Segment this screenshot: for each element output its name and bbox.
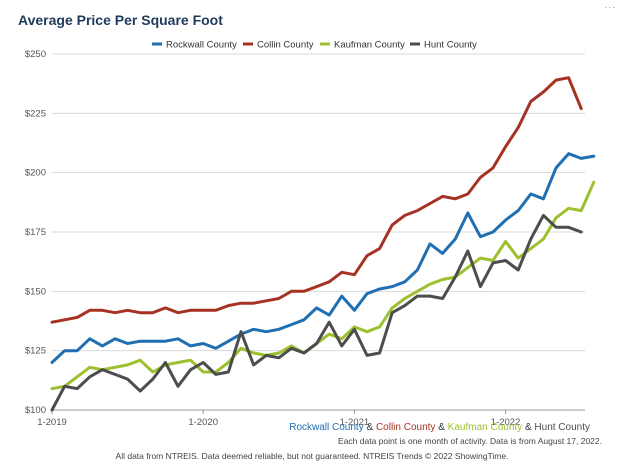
legend-item-rockwall-county: Rockwall County (152, 40, 237, 51)
y-tick-label: $250 (25, 49, 46, 60)
x-tick-label: 1-2020 (188, 417, 218, 428)
subtitle-series-name: Rockwall County (289, 422, 364, 433)
series-line-hunt-county (50, 213, 583, 412)
y-tick-label: $125 (25, 346, 46, 357)
top-mark: ... (604, 0, 616, 11)
legend-label: Kaufman County (334, 40, 405, 51)
series-subtitle: Rockwall County & Collin County & Kaufma… (289, 422, 590, 433)
y-tick-label: $225 (25, 108, 46, 119)
series-line-rockwall-county (50, 152, 596, 364)
series-line-kaufman-county (50, 180, 596, 391)
subtitle-separator: & (363, 422, 376, 433)
legend: Rockwall County Collin County Kaufman Coun… (152, 40, 477, 51)
x-tick-label: 1-2022 (491, 417, 521, 428)
subtitle-series-name: Hunt County (534, 422, 590, 433)
legend-item-collin-county: Collin County (243, 40, 314, 51)
grid-lines (52, 53, 585, 411)
y-tick-label: $150 (25, 286, 46, 297)
subtitle-separator: & (435, 422, 448, 433)
series-line-collin-county (50, 76, 583, 324)
series-lines (50, 76, 596, 412)
y-tick-label: $100 (25, 405, 46, 416)
x-tick-label: 1-2019 (37, 417, 67, 428)
chart-title: Average Price Per Square Foot (18, 12, 223, 28)
footer-text: All data from NTREIS. Data deemed reliab… (115, 451, 509, 461)
data-note: Each data point is one month of activity… (338, 436, 602, 446)
subtitle-series-name: Kaufman County (447, 422, 523, 433)
y-tick-label: $175 (25, 227, 46, 238)
legend-label: Rockwall County (166, 40, 237, 51)
legend-item-kaufman-county: Kaufman County (320, 40, 405, 51)
subtitle-separator: & (522, 422, 535, 433)
x-tick-label: 1-2021 (340, 417, 370, 428)
y-axis-ticks: $100 $125 $150 $175 $200 $225 $250 (25, 49, 46, 416)
legend-item-hunt-county: Hunt County (410, 40, 477, 51)
subtitle-series-name: Collin County (375, 422, 436, 433)
y-tick-label: $200 (25, 168, 46, 179)
x-axis-ticks: 1-2019 1-2020 1-2021 1-2022 (37, 410, 520, 428)
legend-label: Hunt County (424, 40, 477, 51)
legend-label: Collin County (257, 40, 314, 51)
